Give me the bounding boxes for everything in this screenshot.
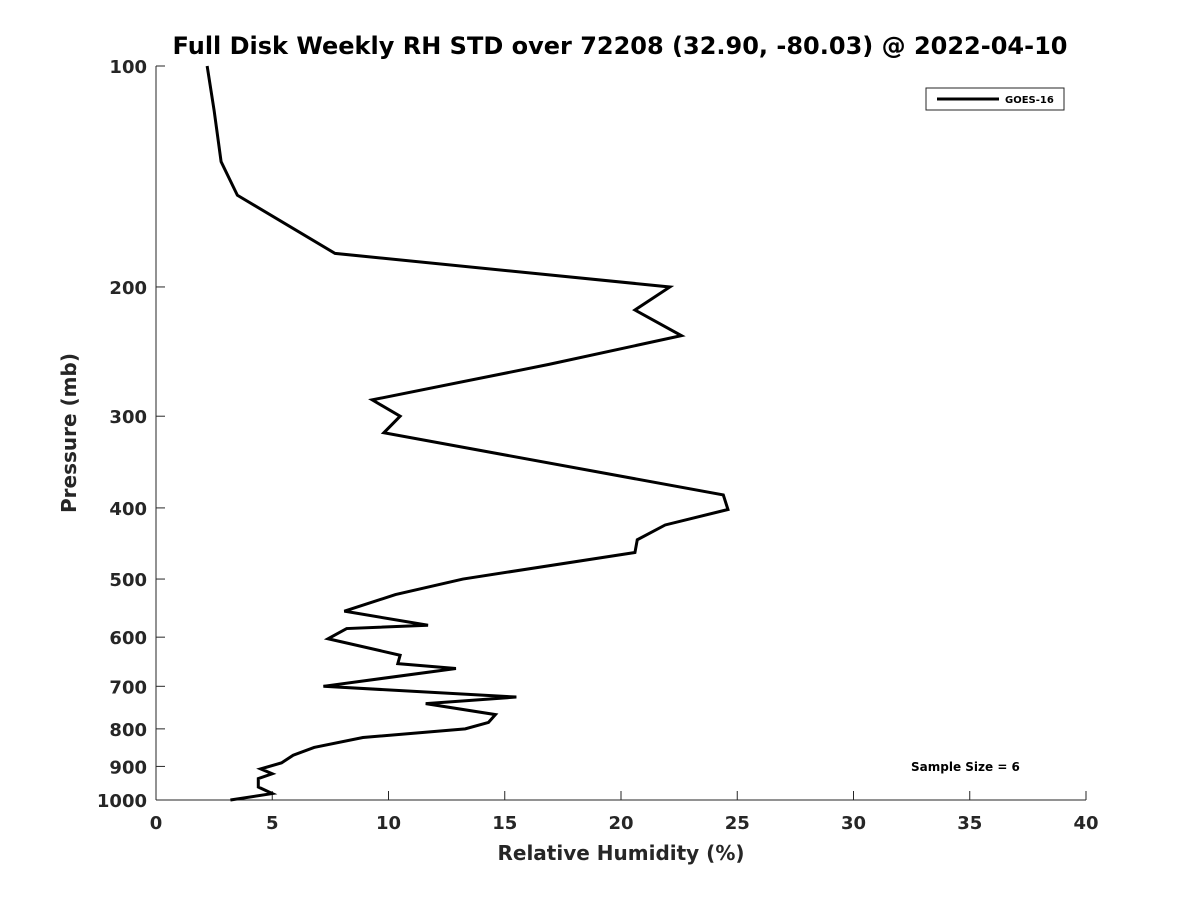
y-axis-ticks: 100 200 300 400 500 600 700 800 900 1000 [97, 57, 165, 812]
x-tick-label: 0 [150, 813, 163, 834]
y-tick-label: 100 [109, 57, 147, 78]
y-tick-label: 700 [109, 677, 147, 698]
plot-area [155, 66, 1086, 801]
legend-label-goes-16: GOES-16 [1005, 95, 1054, 106]
sample-size-annotation: Sample Size = 6 [911, 760, 1020, 774]
y-tick-label: 600 [109, 628, 147, 649]
x-tick-label: 20 [608, 813, 633, 834]
legend: GOES-16 [925, 87, 1065, 111]
x-tick-label: 25 [725, 813, 750, 834]
x-tick-label: 5 [266, 813, 279, 834]
x-axis-label: Relative Humidity (%) [497, 841, 744, 865]
x-tick-label: 15 [492, 813, 517, 834]
x-tick-label: 40 [1073, 813, 1098, 834]
y-tick-label: 200 [109, 278, 147, 299]
y-tick-label: 500 [109, 570, 147, 591]
chart-title: Full Disk Weekly RH STD over 72208 (32.9… [173, 32, 1068, 60]
x-tick-label: 35 [957, 813, 982, 834]
y-axis-label: Pressure (mb) [57, 353, 81, 513]
x-tick-label: 30 [841, 813, 866, 834]
y-tick-label: 800 [109, 720, 147, 741]
y-tick-label: 300 [109, 407, 147, 428]
y-tick-label: 1000 [97, 791, 147, 812]
x-axis-ticks: 0 5 10 15 20 25 30 35 40 [150, 791, 1099, 834]
series-layer [205, 65, 730, 802]
y-tick-label: 400 [109, 499, 147, 520]
series-line-goes-16 [205, 65, 730, 802]
y-tick-label: 900 [109, 757, 147, 778]
x-tick-label: 10 [376, 813, 401, 834]
